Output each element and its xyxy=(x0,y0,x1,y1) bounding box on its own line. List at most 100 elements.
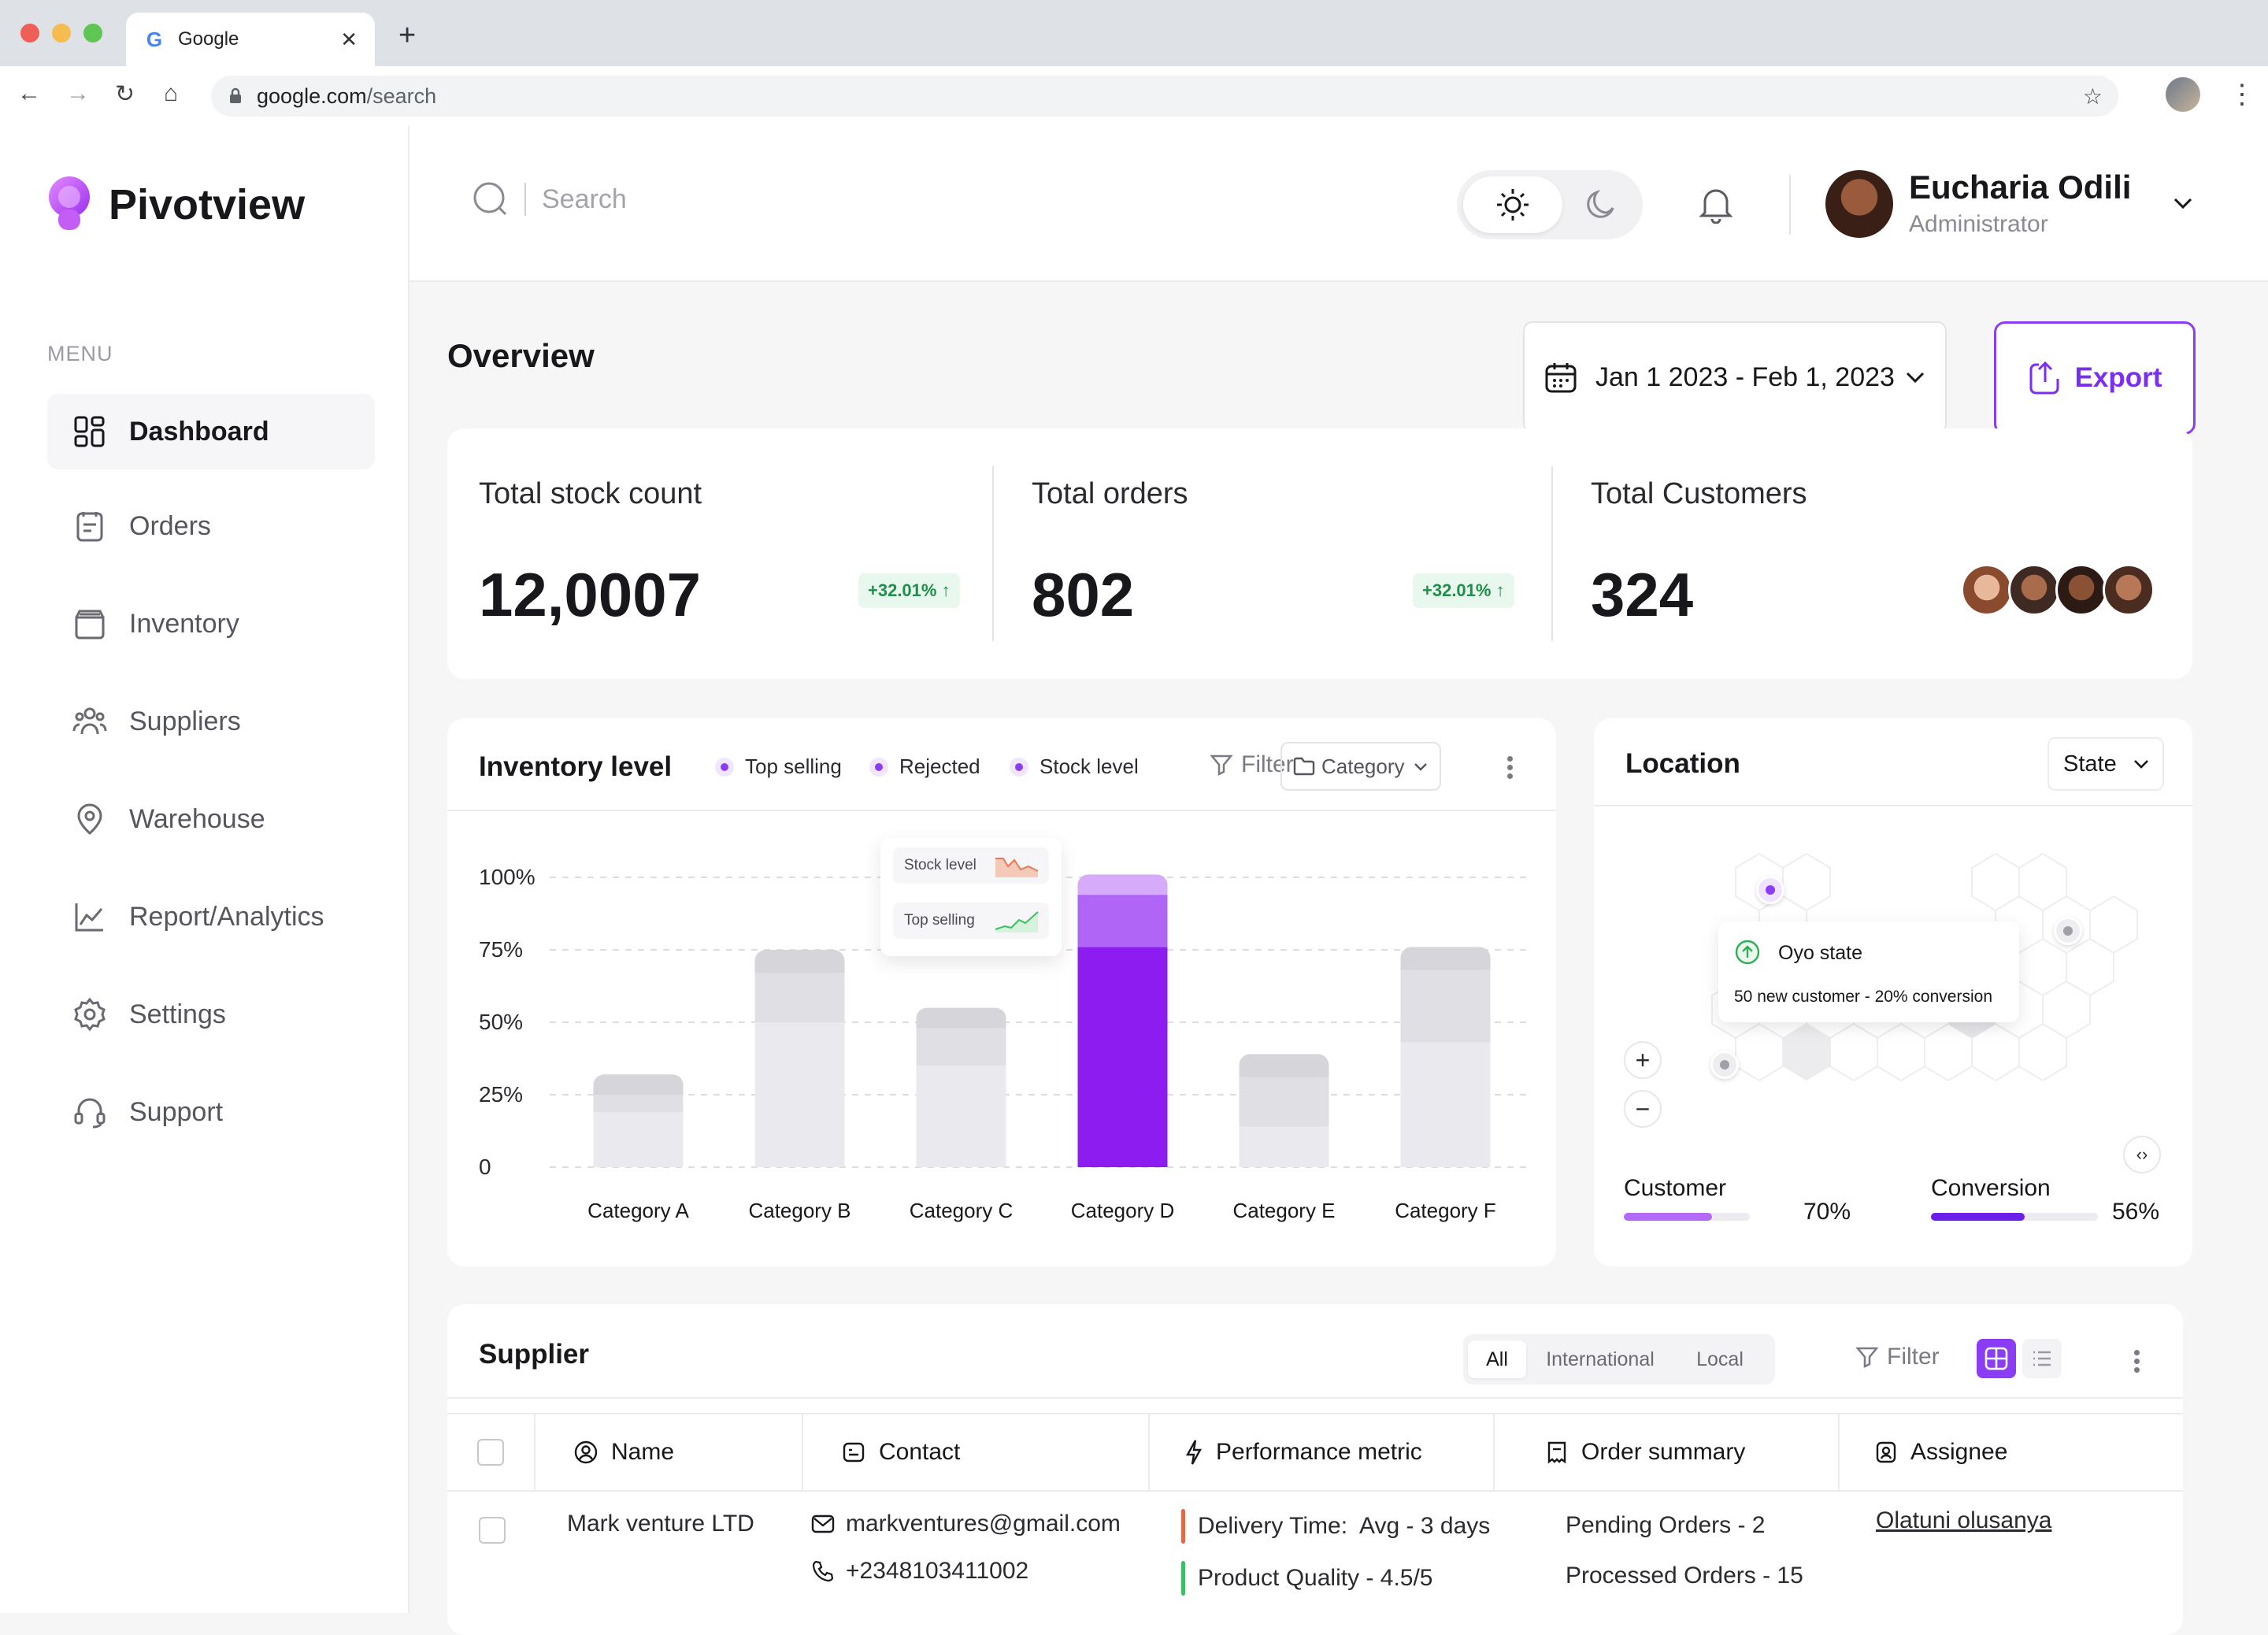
filter-label: Filter xyxy=(1241,751,1294,777)
filter-button[interactable]: Filter xyxy=(1855,1344,1940,1370)
inventory-card: Inventory level Top selling Rejected Sto… xyxy=(447,718,1556,1266)
sidebar-item-analytics[interactable]: Report/Analytics xyxy=(47,879,375,955)
stat-label: Total Customers xyxy=(1591,477,1807,510)
bar-segment[interactable] xyxy=(1400,970,1491,1043)
date-range-text: Jan 1 2023 - Feb 1, 2023 xyxy=(1595,361,1895,392)
warehouse-icon xyxy=(77,803,102,835)
column-contact[interactable]: Contact xyxy=(803,1414,1150,1490)
sun-icon xyxy=(1497,189,1529,221)
close-tab-icon[interactable]: ✕ xyxy=(340,27,358,51)
zoom-out-button[interactable]: − xyxy=(1624,1090,1662,1128)
tab-international[interactable]: International xyxy=(1546,1348,1655,1370)
filter-button[interactable]: Filter xyxy=(1210,751,1294,778)
supplier-phone[interactable]: +2348103411002 xyxy=(811,1558,1028,1585)
expand-map-button[interactable]: ‹› xyxy=(2123,1136,2161,1173)
new-tab-button[interactable]: + xyxy=(398,19,417,52)
menu-section-label: MENU xyxy=(47,342,113,365)
bar-segment[interactable] xyxy=(754,1022,845,1167)
url-text: google.com/search xyxy=(257,83,437,108)
bookmark-star-icon[interactable]: ☆ xyxy=(2082,83,2103,109)
notification-bell-icon[interactable] xyxy=(1698,184,1734,224)
column-order-summary[interactable]: Order summary xyxy=(1495,1414,1840,1490)
column-label: Assignee xyxy=(1910,1439,2008,1465)
minimize-window-button[interactable] xyxy=(52,24,71,43)
card-divider xyxy=(1594,805,2192,806)
light-mode-button[interactable] xyxy=(1463,176,1562,233)
browser-profile-avatar[interactable] xyxy=(2166,77,2200,112)
chevron-down-icon[interactable] xyxy=(2170,191,2196,216)
theme-toggle[interactable] xyxy=(1457,170,1643,239)
search-bar[interactable]: Search xyxy=(472,181,627,217)
bar-segment[interactable] xyxy=(1077,947,1168,1167)
close-window-button[interactable] xyxy=(20,24,39,43)
more-options-icon[interactable] xyxy=(1507,753,1514,782)
sidebar-item-warehouse[interactable]: Warehouse xyxy=(47,781,375,857)
export-button[interactable]: Export xyxy=(1994,321,2196,435)
bar-segment[interactable] xyxy=(916,1028,1006,1066)
legend-rejected[interactable]: Rejected xyxy=(869,754,980,779)
arrow-up-circle-icon xyxy=(1735,940,1760,965)
sidebar-item-suppliers[interactable]: Suppliers xyxy=(47,684,375,759)
bar-segment[interactable] xyxy=(1239,1077,1329,1127)
sidebar-item-dashboard[interactable]: Dashboard xyxy=(47,394,375,469)
receipt-icon xyxy=(1547,1441,1566,1464)
supplier-email[interactable]: markventures@gmail.com xyxy=(811,1511,1121,1537)
row-checkbox[interactable] xyxy=(479,1517,506,1544)
bar-segment[interactable] xyxy=(593,1095,684,1113)
browser-toolbar: ← → ↻ ⌂ google.com/search ☆ xyxy=(0,66,2268,128)
dark-mode-button[interactable] xyxy=(1577,183,1624,227)
column-performance[interactable]: Performance metric xyxy=(1150,1414,1495,1490)
bar-segment[interactable] xyxy=(754,973,845,1022)
date-range-picker[interactable]: Jan 1 2023 - Feb 1, 2023 xyxy=(1523,321,1947,433)
grid-icon xyxy=(1984,1347,2008,1370)
map-pin-active[interactable] xyxy=(1756,876,1784,904)
app-logo[interactable]: Pivotview xyxy=(47,175,305,235)
sidebar-item-settings[interactable]: Settings xyxy=(47,977,375,1052)
column-label: Name xyxy=(611,1439,675,1465)
sidebar-item-support[interactable]: Support xyxy=(47,1074,375,1150)
customer-avatar xyxy=(2103,564,2155,616)
bar-segment[interactable] xyxy=(916,1066,1006,1167)
grid-view-button[interactable] xyxy=(1977,1339,2016,1378)
bar-segment[interactable] xyxy=(1400,1042,1491,1167)
back-icon[interactable]: ← xyxy=(17,80,41,106)
chevron-down-icon xyxy=(1906,372,1925,384)
sparkline-up-icon xyxy=(995,911,1039,932)
tab-all[interactable]: All xyxy=(1468,1340,1526,1378)
zoom-in-button[interactable]: + xyxy=(1624,1041,1662,1079)
browser-tab[interactable]: G Google ✕ xyxy=(126,13,375,66)
search-input[interactable]: Search xyxy=(542,184,627,214)
reload-icon[interactable]: ↻ xyxy=(115,81,135,107)
column-assignee[interactable]: Assignee xyxy=(1840,1414,2183,1490)
bar-segment[interactable] xyxy=(1077,895,1168,947)
state-select[interactable]: State xyxy=(2048,737,2164,791)
user-avatar[interactable] xyxy=(1825,170,1893,238)
bar-segment-fill xyxy=(1400,958,1491,970)
list-view-button[interactable] xyxy=(2022,1339,2062,1378)
category-select[interactable]: Category xyxy=(1280,742,1441,791)
address-bar[interactable]: google.com/search ☆ xyxy=(211,76,2118,117)
map-pin[interactable] xyxy=(2054,917,2082,945)
sidebar-item-label: Settings xyxy=(129,999,226,1029)
forward-icon[interactable]: → xyxy=(66,80,90,106)
browser-menu-icon[interactable]: ⋮ xyxy=(2229,80,2255,109)
map-pin[interactable] xyxy=(1710,1051,1739,1079)
bar-segment[interactable] xyxy=(1239,1126,1329,1167)
performance-delivery: Delivery Time: Avg - 3 days xyxy=(1181,1509,1490,1544)
stat-change-badge: +32.01% ↑ xyxy=(858,573,960,608)
more-options-icon[interactable] xyxy=(2134,1347,2140,1376)
sidebar-item-inventory[interactable]: Inventory xyxy=(47,586,375,662)
bar-segment[interactable] xyxy=(593,1112,684,1167)
select-all-checkbox[interactable] xyxy=(477,1439,504,1466)
stats-card: Total stock count 12,0007 +32.01% ↑ Tota… xyxy=(447,428,2192,679)
home-icon[interactable]: ⌂ xyxy=(164,80,179,106)
assignee-link[interactable]: Olatuni olusanya xyxy=(1876,1507,2052,1533)
sidebar-item-orders[interactable]: Orders xyxy=(47,488,375,564)
column-label: Performance metric xyxy=(1216,1439,1422,1465)
tab-local[interactable]: Local xyxy=(1696,1348,1744,1370)
y-tick-label: 100% xyxy=(479,865,536,889)
column-name[interactable]: Name xyxy=(536,1414,803,1490)
legend-stock-level[interactable]: Stock level xyxy=(1010,754,1139,779)
maximize-window-button[interactable] xyxy=(83,24,102,43)
legend-top-selling[interactable]: Top selling xyxy=(715,754,842,779)
